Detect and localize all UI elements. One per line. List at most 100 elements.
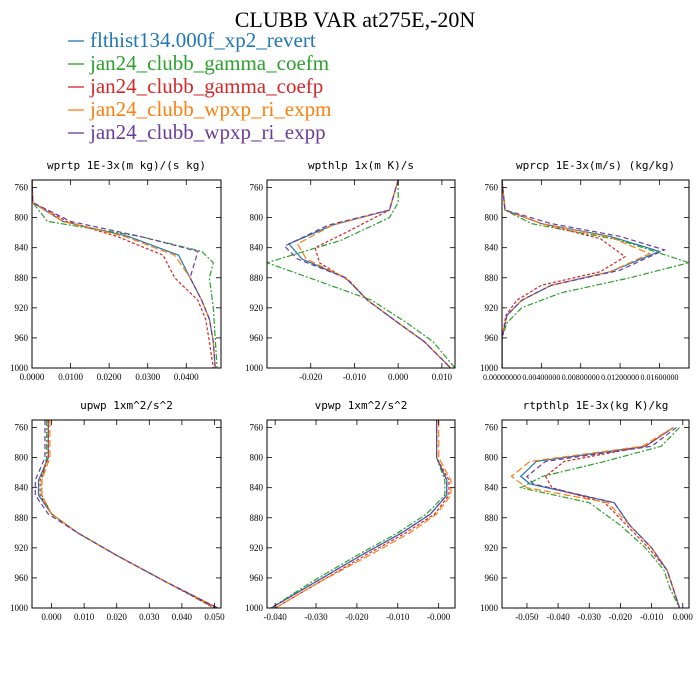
- x-tick-label: -0.010: [343, 372, 367, 382]
- x-tick-label: 0.0300: [135, 372, 160, 382]
- y-tick-label: 840: [485, 243, 499, 253]
- x-tick-label: -0.010: [640, 612, 664, 622]
- y-tick-label: 760: [250, 183, 264, 193]
- y-tick-label: 760: [485, 423, 499, 433]
- y-tick-label: 1000: [480, 363, 499, 373]
- x-tick-label: -0.010: [386, 612, 410, 622]
- series-group: [267, 180, 455, 368]
- x-tick-label: 0.050: [204, 612, 225, 622]
- plot-frame: [266, 179, 456, 369]
- x-tick-label: 0.00400000: [522, 373, 560, 382]
- y-tick-label: 840: [485, 483, 499, 493]
- plot-frame: [501, 419, 690, 609]
- legend: flthist134.000f_xp2_revertjan24_clubb_ga…: [68, 28, 331, 144]
- x-tick-label: -0.030: [304, 612, 328, 622]
- y-tick-label: 1000: [245, 603, 264, 613]
- x-tick-label: 0.000: [388, 372, 409, 382]
- x-tick-label: 0.01600000: [640, 373, 678, 382]
- chart-panel: rtpthlp 1E-3x(kg K)/kg 760 800 840 880 920 960…: [480, 399, 693, 622]
- y-tick-label: 880: [250, 273, 264, 283]
- series-line: [502, 180, 667, 368]
- chart-panel: vpwp 1xm^2/s^27608008408809209601000-0.0…: [245, 399, 456, 622]
- series-line: [274, 420, 452, 608]
- y-tick-label: 800: [15, 213, 29, 223]
- y-tick-label: 800: [485, 453, 499, 463]
- x-tick-label: 0.0100: [58, 372, 83, 382]
- y-tick-label: 800: [485, 213, 499, 223]
- series-line: [502, 180, 652, 368]
- panel-title: wpthlp 1x(m K)/s: [308, 159, 414, 172]
- x-tick-label: -0.020: [299, 372, 323, 382]
- series-line: [283, 180, 452, 368]
- series-line: [41, 420, 215, 608]
- x-tick-label: 0.010: [432, 372, 453, 382]
- x-tick-label: 0.000: [673, 612, 694, 622]
- y-tick-label: 960: [15, 333, 29, 343]
- plot-frame: [501, 179, 690, 369]
- y-tick-label: 880: [15, 273, 29, 283]
- panel-title: upwp 1xm^2/s^2: [80, 399, 173, 412]
- y-tick-label: 760: [485, 183, 499, 193]
- x-tick-label: 0.020: [107, 612, 128, 622]
- chart-panel: upwp 1xm^2/s^2 760 800 840 880 920 960 1000 0.00…: [10, 399, 225, 622]
- legend-label: jan24_clubb_wpxp_ri_expm: [89, 97, 331, 121]
- series-group: [510, 426, 681, 608]
- y-tick-label: 760: [250, 423, 264, 433]
- y-tick-label: 800: [250, 213, 264, 223]
- series-line: [270, 420, 446, 608]
- panel-title: wprtp 1E-3x(m kg)/(s kg): [47, 159, 206, 172]
- x-tick-label: 0.00000000: [483, 373, 521, 382]
- series-line: [287, 180, 452, 368]
- series-line: [37, 420, 218, 608]
- y-tick-label: 960: [15, 573, 29, 583]
- series-line: [518, 427, 681, 608]
- x-tick-label: 0.0000: [20, 372, 45, 382]
- x-tick-label: 0.000: [41, 612, 62, 622]
- series-line: [502, 180, 689, 368]
- series-line: [519, 427, 681, 608]
- x-tick-label: -0.020: [345, 612, 369, 622]
- y-tick-label: 880: [250, 513, 264, 523]
- y-tick-label: 1000: [10, 363, 29, 373]
- series-line: [32, 180, 214, 368]
- chart-panels: wprtp 1E-3x(m kg)/(s kg) 760 800 840 880 920 9…: [10, 159, 693, 622]
- legend-label: flthist134.000f_xp2_revert: [90, 28, 316, 52]
- x-tick-label: -0.040: [264, 612, 288, 622]
- chart-panel: wprtp 1E-3x(m kg)/(s kg) 760 800 840 880 920 9…: [10, 159, 222, 382]
- x-tick-label: -0.040: [546, 612, 570, 622]
- chart-panel: wprcp 1E-3x(m/s) (kg/kg) 760 800 840 880 920 9…: [480, 159, 690, 382]
- x-tick-label: 0.0200: [97, 372, 122, 382]
- panel-title: wprcp 1E-3x(m/s) (kg/kg): [516, 159, 675, 172]
- series-group: [502, 180, 689, 368]
- y-tick-label: 840: [250, 243, 264, 253]
- y-tick-label: 960: [250, 573, 264, 583]
- panel-title: vpwp 1xm^2/s^2: [315, 399, 408, 412]
- series-line: [34, 420, 218, 608]
- series-line: [32, 180, 218, 368]
- y-tick-label: 800: [250, 453, 264, 463]
- series-line: [296, 180, 452, 368]
- chart-panel: wpthlp 1x(m K)/s 760 800 840 880 920 960 1000 -0…: [245, 159, 456, 382]
- y-tick-label: 920: [250, 543, 264, 553]
- series-line: [270, 420, 448, 608]
- x-tick-label: 0.010: [74, 612, 95, 622]
- y-tick-label: 880: [485, 273, 499, 283]
- series-line: [502, 180, 662, 368]
- series-group: [34, 420, 218, 608]
- y-tick-label: 760: [15, 423, 29, 433]
- y-tick-label: 760: [15, 183, 29, 193]
- y-tick-label: 920: [250, 303, 264, 313]
- y-tick-label: 920: [485, 303, 499, 313]
- y-tick-label: 840: [15, 483, 29, 493]
- y-tick-label: 920: [15, 543, 29, 553]
- plot-frame: [266, 419, 456, 609]
- y-tick-label: 960: [485, 573, 499, 583]
- series-line: [32, 180, 216, 368]
- y-tick-label: 1000: [245, 363, 264, 373]
- x-tick-label: 0.030: [139, 612, 160, 622]
- y-tick-label: 840: [15, 243, 29, 253]
- series-line: [270, 420, 448, 608]
- series-line: [510, 426, 681, 608]
- plot-frame: [31, 419, 222, 609]
